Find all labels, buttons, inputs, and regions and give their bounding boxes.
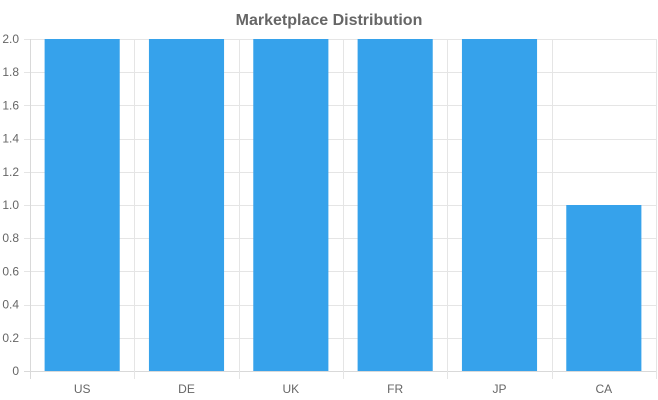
x-tick-label: DE bbox=[178, 382, 195, 396]
bar-us[interactable] bbox=[44, 39, 120, 371]
x-tick-label: CA bbox=[595, 382, 612, 396]
y-axis-ticks: 0 0.2 0.4 0.6 0.8 1.0 1.2 1.4 1.6 1.8 2.0 bbox=[2, 32, 19, 378]
bar-uk[interactable] bbox=[253, 39, 329, 371]
bars bbox=[44, 39, 642, 371]
y-tick-label: 2.0 bbox=[2, 32, 19, 46]
x-axis-ticks: US DE UK FR JP CA bbox=[74, 382, 612, 396]
x-tick-label: JP bbox=[492, 382, 506, 396]
y-tick-label: 1.2 bbox=[2, 165, 19, 179]
y-tick-label: 0.6 bbox=[2, 264, 19, 278]
chart-title: Marketplace Distribution bbox=[236, 12, 423, 29]
bar-jp[interactable] bbox=[461, 39, 538, 371]
y-tick-label: 1.8 bbox=[2, 65, 19, 79]
y-tick-label: 0.2 bbox=[2, 331, 19, 345]
y-tick-label: 0.8 bbox=[2, 231, 19, 245]
bar-fr[interactable] bbox=[357, 39, 433, 371]
y-tick-label: 1.0 bbox=[2, 198, 19, 212]
bar-ca[interactable] bbox=[566, 205, 642, 371]
y-tick-label: 1.6 bbox=[2, 98, 19, 112]
x-tick-label: FR bbox=[387, 382, 403, 396]
bar-de[interactable] bbox=[148, 39, 225, 371]
y-tick-label: 0 bbox=[12, 364, 19, 378]
grid-lines bbox=[24, 39, 657, 379]
y-tick-label: 0.4 bbox=[2, 298, 19, 312]
x-tick-label: US bbox=[74, 382, 91, 396]
x-tick-label: UK bbox=[282, 382, 299, 396]
y-tick-label: 1.4 bbox=[2, 132, 19, 146]
